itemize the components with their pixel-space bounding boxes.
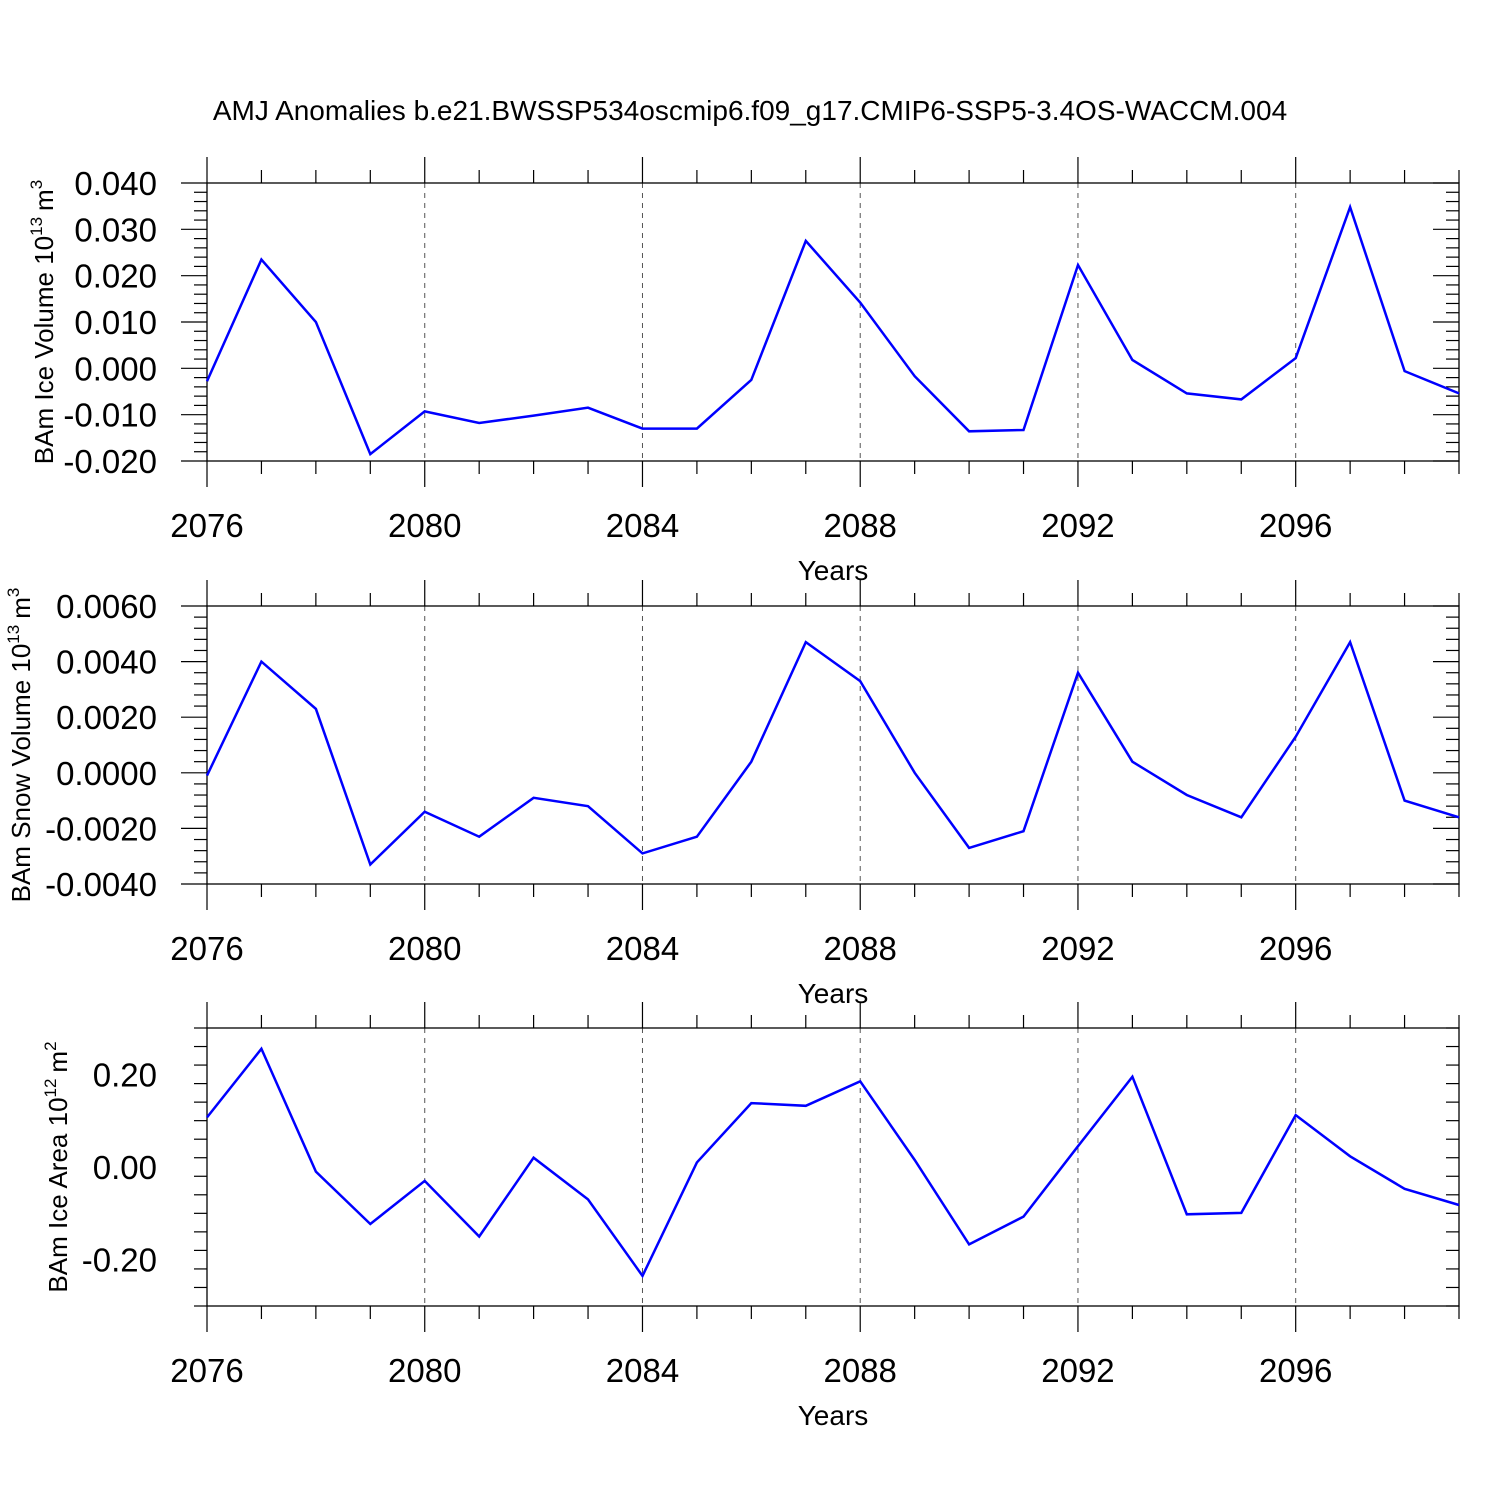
x-tick-label: 2080: [388, 930, 461, 967]
chart-title: AMJ Anomalies b.e21.BWSSP534oscmip6.f09_…: [213, 95, 1287, 126]
y-tick-label: 0.00: [93, 1149, 157, 1186]
x-tick-label: 2088: [824, 1352, 897, 1389]
y-axis-label-exponent: 13: [4, 625, 23, 644]
series-line: [206, 1046, 1460, 1279]
y-tick-label: -0.20: [82, 1242, 157, 1279]
y-axis-label-unit-exponent: 3: [27, 180, 46, 189]
panel-3: 2076 2080 2084 2088 2092 2096 0.20 0.00 -0.20 Yea…: [41, 1002, 1460, 1431]
y-tick-label: 0.0000: [56, 755, 157, 792]
x-axis-label: Years: [798, 978, 869, 1009]
x-tick-label: 2076: [170, 930, 243, 967]
y-axis-label-exponent: 12: [41, 1079, 60, 1098]
y-tick-label: -0.0040: [45, 866, 157, 903]
x-tick-label: 2096: [1259, 1352, 1332, 1389]
x-tick-label: 2080: [388, 507, 461, 544]
x-tick-label: 2080: [388, 1352, 461, 1389]
y-tick-label: -0.020: [63, 443, 157, 480]
x-tick-label: 2084: [606, 930, 679, 967]
x-tick-label: 2088: [824, 930, 897, 967]
y-tick-label: 0.0060: [56, 588, 157, 625]
series-line: [205, 203, 1460, 457]
x-axis-label: Years: [798, 555, 869, 586]
x-tick-label: 2092: [1041, 1352, 1114, 1389]
x-tick-label: 2096: [1259, 930, 1332, 967]
y-axis-label-unit-exponent: 2: [41, 1041, 60, 1050]
y-axis-label-unit: m: [43, 1051, 73, 1073]
y-tick-label: -0.010: [63, 397, 157, 434]
plot-frame: [206, 182, 1460, 462]
y-tick-label: 0.000: [74, 350, 157, 387]
x-tick-label: 2076: [170, 1352, 243, 1389]
x-tick-label: 2096: [1259, 507, 1332, 544]
y-tick-label: 0.0040: [56, 644, 157, 681]
y-axis-label-text: BAm Snow Volume 10: [6, 644, 36, 903]
y-axis-label-unit-exponent: 3: [4, 588, 23, 597]
y-tick-label: -0.0020: [45, 810, 157, 847]
y-axis-label-text: BAm Ice Volume 10: [29, 236, 59, 464]
y-tick-label: 0.040: [74, 165, 157, 202]
x-axis-label: Years: [798, 1400, 869, 1431]
x-tick-label: 2088: [824, 507, 897, 544]
panel-2: 2076 2080 2084 2088 2092 2096 0.0060 0.0040 0.00…: [4, 580, 1460, 1009]
y-axis-label: BAm Snow Volume 1013 m3: [4, 588, 36, 903]
plot-frame: [206, 1027, 1460, 1307]
y-axis-label-unit: m: [6, 597, 36, 619]
x-tick-label: 2084: [606, 1352, 679, 1389]
x-tick-label: 2092: [1041, 930, 1114, 967]
y-axis-label-text: BAm Ice Area 10: [43, 1097, 73, 1292]
y-tick-label: 0.0020: [56, 699, 157, 736]
y-tick-label: 0.020: [74, 258, 157, 295]
plot-frame: [206, 605, 1460, 885]
y-tick-label: 0.20: [93, 1056, 157, 1093]
panels: 2076 2080 2084 2088 2092 2096 0.040 0.030 0.020 0…: [4, 157, 1460, 1431]
y-axis-label: BAm Ice Volume 1013 m3: [27, 180, 59, 464]
y-tick-label: 0.010: [74, 304, 157, 341]
x-tick-label: 2076: [170, 507, 243, 544]
series-line: [205, 639, 1460, 867]
y-tick-label: 0.030: [74, 211, 157, 248]
y-axis-label: BAm Ice Area 1012 m2: [41, 1041, 73, 1292]
y-axis-label-exponent: 13: [27, 217, 46, 236]
x-tick-label: 2092: [1041, 507, 1114, 544]
y-axis-label-unit: m: [29, 189, 59, 211]
x-tick-label: 2084: [606, 507, 679, 544]
panel-1: 2076 2080 2084 2088 2092 2096 0.040 0.030 0.020 0…: [27, 157, 1460, 586]
